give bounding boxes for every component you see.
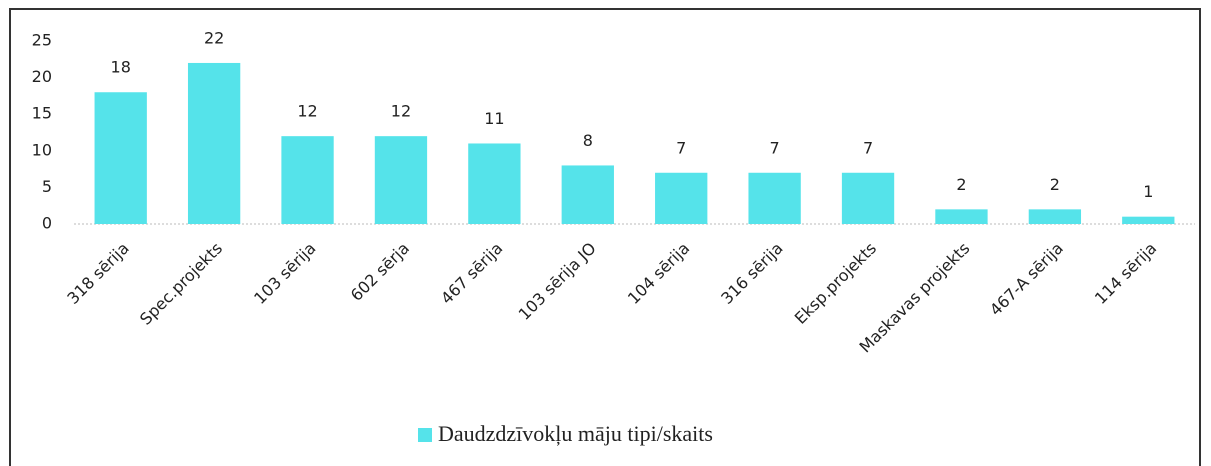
value-label: 12 bbox=[391, 102, 411, 121]
x-tick-label: 103 sērija bbox=[250, 239, 319, 308]
x-tick-label: Eksp.projekts bbox=[791, 239, 880, 328]
legend-swatch bbox=[418, 428, 432, 442]
bar bbox=[935, 209, 988, 224]
bar bbox=[281, 136, 334, 224]
legend-text: Daudzdzīvokļu māju tipi/skaits bbox=[438, 421, 713, 446]
value-label: 2 bbox=[1050, 175, 1060, 194]
value-label: 1 bbox=[1143, 182, 1153, 201]
x-tick-label: 602 sērja bbox=[347, 239, 413, 305]
value-label: 11 bbox=[484, 109, 504, 128]
y-tick-label: 15 bbox=[32, 104, 52, 123]
bar bbox=[655, 172, 708, 224]
x-tick-label: 103 sērija JO bbox=[515, 239, 600, 324]
x-tick-label: Spec.projekts bbox=[136, 239, 226, 329]
x-tick-label: 114 sērija bbox=[1091, 239, 1160, 308]
bar bbox=[468, 143, 521, 224]
value-label: 7 bbox=[770, 138, 780, 157]
bar bbox=[374, 136, 428, 224]
value-label: 22 bbox=[204, 28, 224, 47]
bar bbox=[187, 62, 241, 225]
y-tick-label: 5 bbox=[42, 177, 52, 196]
x-tick-label: 316 sērija bbox=[717, 239, 786, 308]
x-tick-label: 467 sērija bbox=[437, 239, 506, 308]
value-label: 8 bbox=[583, 131, 593, 150]
value-label: 2 bbox=[956, 175, 966, 194]
value-label: 12 bbox=[297, 102, 317, 121]
x-tick-label: 104 sērija bbox=[624, 239, 693, 308]
y-tick-label: 20 bbox=[32, 67, 52, 86]
value-label: 7 bbox=[863, 138, 873, 157]
chart-border bbox=[9, 8, 1201, 466]
bar bbox=[561, 165, 614, 224]
bar bbox=[841, 172, 895, 224]
bar bbox=[748, 172, 801, 224]
value-label: 7 bbox=[676, 138, 686, 157]
bar bbox=[1028, 209, 1082, 224]
y-tick-label: 25 bbox=[32, 31, 52, 50]
bar bbox=[94, 92, 147, 225]
y-tick-label: 0 bbox=[42, 214, 52, 233]
y-tick-label: 10 bbox=[32, 140, 52, 159]
bar bbox=[1122, 216, 1175, 224]
x-tick-label: 318 sērija bbox=[63, 239, 132, 308]
x-tick-label: 467-A sērija bbox=[986, 239, 1067, 320]
value-label: 18 bbox=[111, 58, 131, 77]
